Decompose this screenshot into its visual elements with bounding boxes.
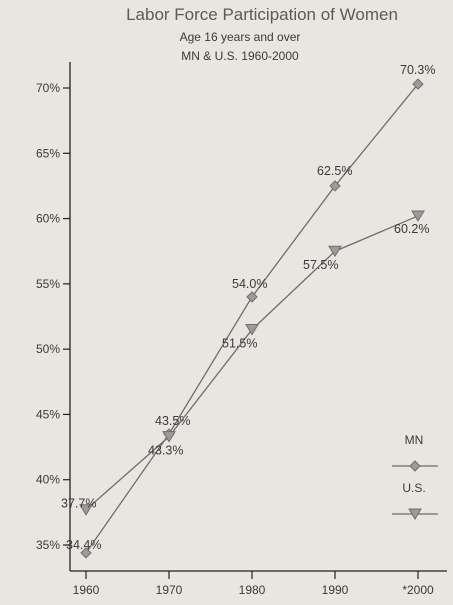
y-tick-label: 40% [36, 473, 60, 487]
series-line [85, 83, 419, 554]
data-point-diamond [246, 291, 258, 303]
series-us: 37.7% 43.3% 51.5% 57.5% 60.2% [61, 210, 429, 516]
data-point-triangle [328, 245, 342, 258]
series-layer: 34.4% 43.5% 54.0% 62.5% 70.3% 37.7% 43.3% 51.5%… [61, 63, 435, 559]
data-label: 70.3% [400, 63, 435, 77]
legend-triangle-marker [408, 508, 422, 520]
data-point-triangle [245, 324, 259, 336]
y-tick-label: 65% [36, 146, 60, 160]
y-tick-label: 70% [36, 81, 60, 95]
data-label: 51.5% [222, 337, 257, 351]
data-point-diamond [80, 547, 92, 559]
chart-subtitle-line2: MN & U.S. 1960-2000 [181, 49, 299, 63]
data-label: 62.5% [317, 164, 352, 178]
data-point-diamond [329, 180, 341, 192]
data-label: 54.0% [232, 277, 267, 291]
legend-label: U.S. [402, 481, 425, 495]
x-tick-label: 1960 [73, 583, 100, 597]
series-line [85, 215, 419, 511]
y-tick-label: 55% [36, 277, 60, 291]
data-point-triangle [79, 504, 93, 516]
y-tick-label: 35% [36, 538, 60, 552]
series-mn: 34.4% 43.5% 54.0% 62.5% 70.3% [66, 63, 435, 559]
legend: MN U.S. [392, 433, 438, 520]
data-point-diamond [412, 78, 424, 90]
x-tick-label: 1990 [322, 583, 349, 597]
data-label: 43.5% [155, 414, 190, 428]
x-tick-label: *2000 [402, 583, 434, 597]
axes: 35% 40% 45% 50% 55% 60% 65% 70% 1960 1970 1980 1990… [36, 62, 447, 597]
x-tick-label: 1980 [239, 583, 266, 597]
data-label: 43.3% [148, 444, 183, 458]
chart-title: Labor Force Participation of Women [126, 5, 398, 24]
x-tick-label: 1970 [156, 583, 183, 597]
y-tick-label: 50% [36, 342, 60, 356]
y-tick-label: 60% [36, 212, 60, 226]
data-label: 57.5% [303, 258, 338, 272]
legend-diamond-marker [409, 460, 421, 472]
data-point-triangle [411, 210, 425, 222]
data-point-triangle [162, 431, 176, 443]
y-tick-label: 45% [36, 407, 60, 421]
data-label: 60.2% [394, 222, 429, 236]
chart-subtitle-line1: Age 16 years and over [180, 30, 301, 44]
legend-label: MN [405, 433, 424, 447]
data-label: 37.7% [61, 497, 96, 511]
data-label: 34.4% [66, 538, 101, 552]
